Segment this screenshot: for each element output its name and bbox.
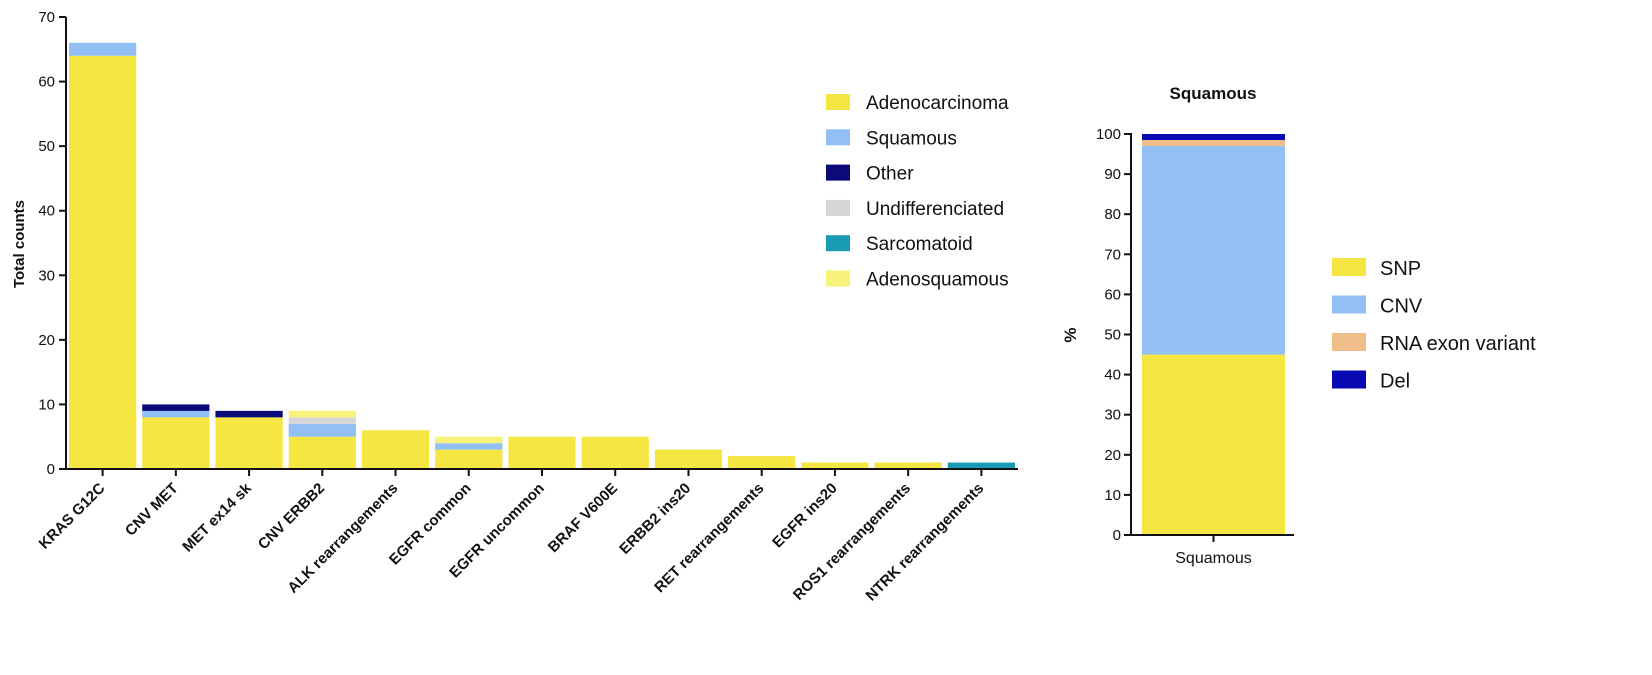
bar-ret-rearrangements-adenocarcinoma — [728, 456, 796, 469]
bar-cnv-erbb2-adenocarcinoma — [288, 436, 356, 469]
legend-swatch-rna-exon-variant — [1332, 333, 1366, 351]
legend-swatch-other — [826, 164, 850, 181]
x-category-label-braf-v600e: BRAF V600E — [545, 480, 621, 556]
legend-swatch-adenocarcinoma — [826, 94, 850, 110]
x-category-label-met-ex14-sk: MET ex14 sk — [179, 479, 255, 555]
legend-label-cnv: CNV — [1380, 296, 1423, 318]
left-y-tick-label: 40 — [38, 203, 55, 220]
bar-alk-rearrangements-adenocarcinoma — [361, 430, 430, 469]
legend-label-squamous: Squamous — [866, 128, 957, 149]
right-y-tick-label: 40 — [1104, 367, 1121, 384]
left-y-axis-label: Total counts — [11, 200, 28, 288]
legend-label-sarcomatoid: Sarcomatoid — [866, 234, 973, 255]
right-y-tick-label: 0 — [1113, 527, 1121, 544]
bar-cnv-erbb2-adenosquamous — [288, 410, 356, 418]
bar-egfr-common-adenocarcinoma — [435, 449, 503, 469]
legend-swatch-squamous — [826, 129, 850, 146]
bar-egfr-ins20-adenocarcinoma — [801, 462, 869, 469]
legend-label-undifferenciated: Undifferenciated — [866, 199, 1004, 220]
x-category-label-egfr-ins20: EGFR ins20 — [769, 480, 841, 552]
right-y-tick-label: 50 — [1104, 327, 1121, 344]
right-chart-title: Squamous — [1170, 84, 1257, 103]
left-legend: Adenocarcinoma Squamous Other Undifferencia… — [826, 93, 1009, 291]
bar-ntrk-rearrangements-sarcomatoid — [947, 462, 1015, 469]
bar-braf-v600e-adenocarcinoma — [581, 436, 649, 469]
x-category-label-kras-g12c: KRAS G12C — [36, 480, 109, 553]
bar-squamous-snp — [1142, 354, 1285, 535]
bar-met-ex14-sk-other — [215, 410, 283, 418]
bar-egfr-common-squamous — [435, 443, 503, 450]
legend-label-rna-exon-variant: RNA exon variant — [1380, 333, 1536, 355]
right-y-tick-label: 80 — [1104, 206, 1121, 223]
left-y-tick-label: 70 — [38, 9, 55, 26]
left-y-tick-label: 60 — [38, 74, 55, 91]
right-y-axis-label: % — [1061, 327, 1080, 342]
right-x-category-label: Squamous — [1175, 550, 1252, 567]
legend-label-snp: SNP — [1380, 258, 1421, 280]
legend-label-del: Del — [1380, 371, 1410, 393]
x-category-label-cnv-erbb2: CNV ERBB2 — [255, 480, 328, 553]
bar-egfr-common-adenosquamous — [435, 436, 503, 444]
legend-swatch-del — [1332, 370, 1366, 389]
bar-cnv-erbb2-squamous — [288, 423, 356, 437]
x-category-label-ros1-rearrangements: ROS1 rearrangements — [790, 480, 914, 604]
bar-squamous-del — [1142, 134, 1285, 141]
bar-kras-g12c-adenocarcinoma — [69, 55, 137, 469]
right-y-tick-label: 20 — [1104, 447, 1121, 464]
legend-label-adenosquamous: Adenosquamous — [866, 270, 1009, 291]
bar-squamous-rna-exon-variant — [1142, 140, 1285, 147]
right-y-tick-label: 10 — [1104, 487, 1121, 504]
bar-cnv-met-adenocarcinoma — [142, 417, 210, 469]
bar-met-ex14-sk-adenocarcinoma — [215, 417, 283, 469]
bar-egfr-uncommon-adenocarcinoma — [508, 436, 576, 469]
left-y-tick-label: 0 — [47, 461, 55, 478]
bar-erbb2-ins20-adenocarcinoma — [654, 449, 723, 469]
bar-ros1-rearrangements-adenocarcinoma — [874, 462, 942, 469]
left-y-tick-label: 50 — [38, 138, 55, 155]
bar-kras-g12c-squamous — [69, 42, 137, 56]
right-y-tick-label: 70 — [1104, 246, 1121, 263]
legend-swatch-undifferenciated — [826, 199, 850, 216]
bar-squamous-cnv — [1142, 146, 1285, 355]
legend-swatch-snp — [1332, 258, 1366, 276]
x-category-label-erbb2-ins20: ERBB2 ins20 — [616, 480, 694, 558]
legend-label-adenocarcinoma: Adenocarcinoma — [866, 93, 1009, 114]
left-y-tick-label: 30 — [38, 267, 55, 284]
right-y-tick-label: 100 — [1096, 126, 1121, 143]
legend-label-other: Other — [866, 164, 914, 185]
legend-swatch-sarcomatoid — [826, 235, 850, 252]
x-category-label-ntrk-rearrangements: NTRK rearrangements — [863, 480, 988, 605]
bar-cnv-met-other — [142, 404, 210, 411]
legend-swatch-adenosquamous — [826, 270, 850, 287]
right-legend: SNP CNV RNA exon variant Del — [1332, 258, 1536, 393]
left-y-tick-label: 10 — [38, 396, 55, 413]
right-y-tick-label: 90 — [1104, 166, 1121, 183]
legend-swatch-cnv — [1332, 295, 1366, 314]
right-bar-chart: Squamous % 0 10 20 30 40 50 60 70 80 90 100 Squamou… — [1061, 84, 1536, 567]
left-y-tick-label: 20 — [38, 332, 55, 349]
bar-cnv-met-squamous — [142, 410, 210, 418]
bar-cnv-erbb2-undifferenciated — [288, 417, 356, 424]
right-y-tick-label: 30 — [1104, 407, 1121, 424]
right-y-tick-label: 60 — [1104, 286, 1121, 303]
x-category-label-cnv-met: CNV MET — [122, 480, 182, 540]
right-plot-area: 0 10 20 30 40 50 60 70 80 90 100 Squamous — [1096, 126, 1294, 567]
